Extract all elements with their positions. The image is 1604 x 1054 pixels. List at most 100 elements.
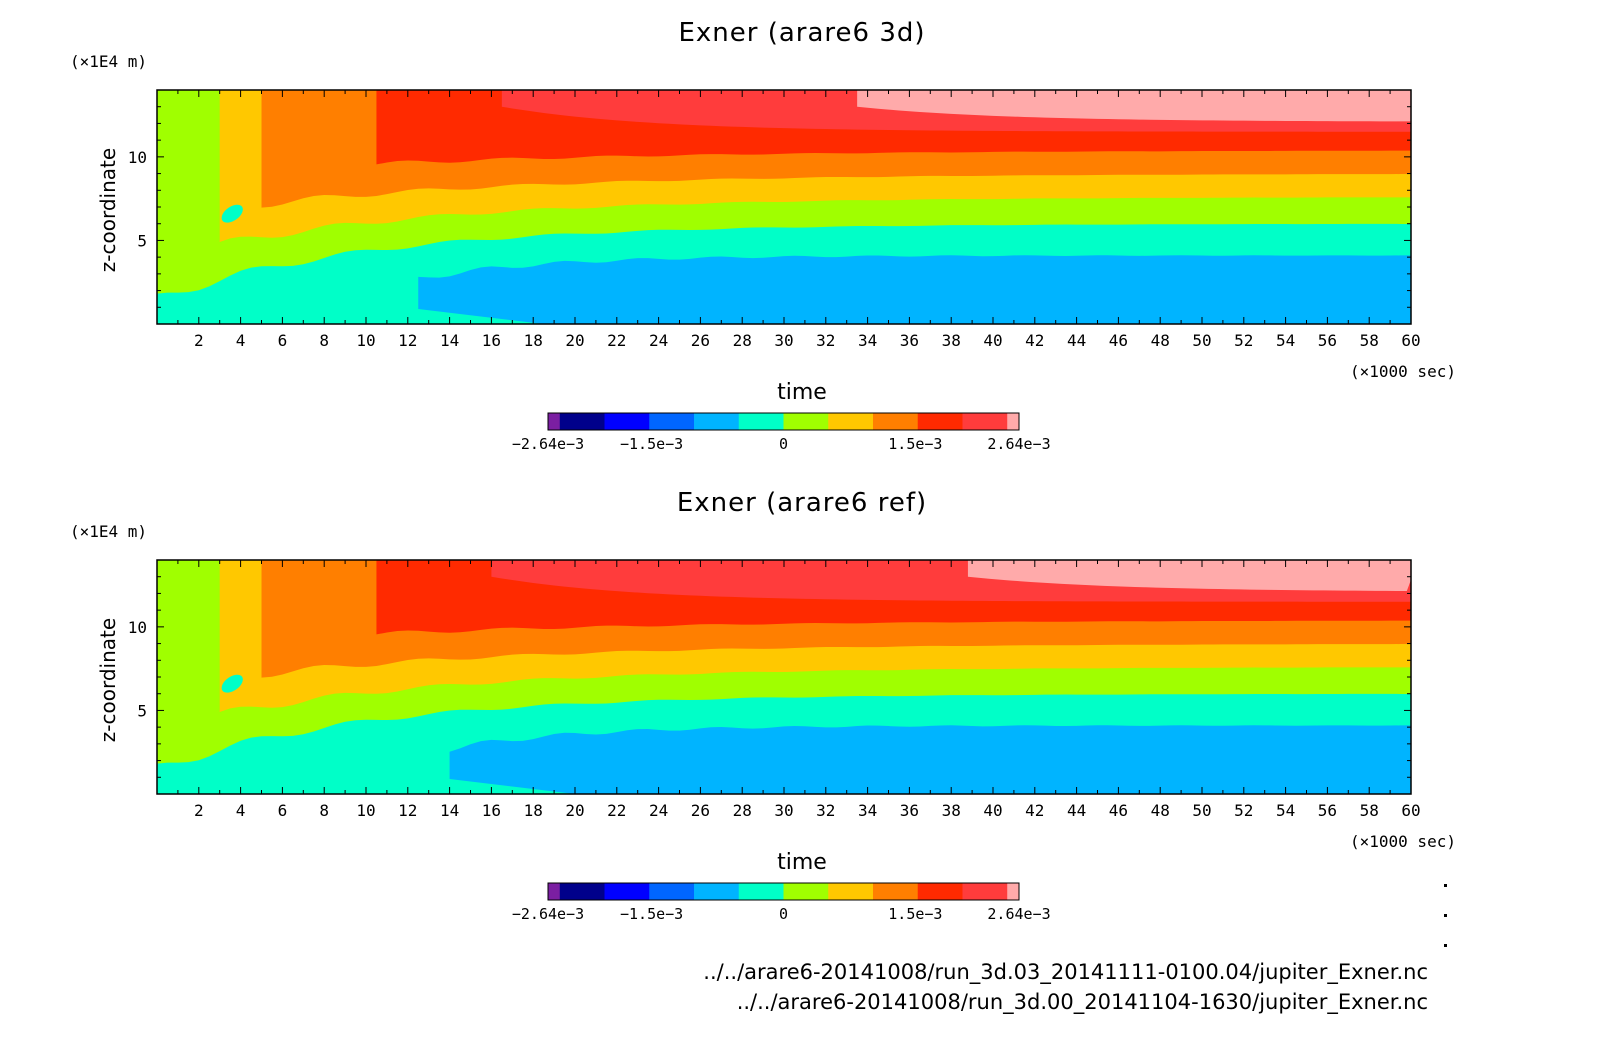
x-tick-label: 14	[440, 331, 459, 350]
x-tick-label: 50	[1192, 331, 1211, 350]
source-file-line-2: ../../arare6-20141008/run_3d.00_20141104…	[736, 990, 1428, 1014]
colorbar-frame	[547, 882, 1020, 901]
chart-title: Exner (arare6 3d)	[678, 18, 926, 48]
colorbar-segment	[604, 883, 650, 900]
y-axis-label: z-coordinate	[96, 147, 120, 273]
x-tick-label: 40	[983, 801, 1002, 820]
contour-band	[449, 725, 1411, 794]
colorbar-segment	[1007, 883, 1020, 900]
x-tick-label: 56	[1318, 331, 1337, 350]
x-tick-label: 28	[733, 331, 752, 350]
colorbar-segment	[694, 413, 740, 430]
colorbar-label: 1.5e−3	[888, 905, 942, 923]
marker-dot	[1444, 884, 1447, 887]
colorbar-segment	[783, 883, 829, 900]
x-tick-label: 8	[319, 801, 329, 820]
source-file-line-1: ../../arare6-20141008/run_3d.03_20141111…	[703, 960, 1428, 984]
x-tick-label: 60	[1401, 801, 1420, 820]
colorbar-segment	[559, 413, 606, 430]
x-tick-label: 50	[1192, 801, 1211, 820]
chart-panel-ref: 2 4 6 8 10 12 14 16 18 20 22 24 26 28 30 32 34 36 38 40 42 44…	[0, 470, 1604, 950]
x-axis-label: time	[777, 380, 827, 405]
contour-band	[857, 90, 1411, 122]
x-tick-label: 16	[482, 801, 501, 820]
x-tick-label: 32	[816, 331, 835, 350]
x-tick-label: 36	[900, 331, 919, 350]
colorbar-label: 0	[779, 435, 788, 453]
chart-title: Exner (arare6 ref)	[676, 488, 928, 518]
x-tick-label: 44	[1067, 801, 1086, 820]
colorbar-segment	[828, 413, 874, 430]
x-tick-label: 14	[440, 801, 459, 820]
x-tick-label: 52	[1234, 801, 1253, 820]
x-tick-label: 30	[774, 331, 793, 350]
colorbar-segment	[872, 413, 919, 430]
x-tick-label: 16	[482, 331, 501, 350]
colorbar-segment	[738, 883, 784, 900]
colorbar-segment	[962, 883, 1008, 900]
x-tick-label: 4	[236, 801, 246, 820]
x-tick-label: 56	[1318, 801, 1337, 820]
x-tick-label: 2	[194, 331, 204, 350]
x-tick-label: 26	[691, 331, 710, 350]
chart-svg-ref: 2 4 6 8 10 12 14 16 18 20 22 24 26 28 30 32 34 36 38 40 42 44…	[128, 559, 1421, 923]
colorbar-segment	[828, 883, 874, 900]
x-tick-label: 38	[942, 801, 961, 820]
colorbar-label: 1.5e−3	[888, 435, 942, 453]
x-tick-label: 42	[1025, 331, 1044, 350]
colorbar-segment	[604, 413, 650, 430]
x-tick-label: 12	[398, 801, 417, 820]
x-tick-label: 46	[1109, 331, 1128, 350]
contour-band	[221, 674, 243, 693]
colorbar-segment	[917, 883, 963, 900]
x-tick-label: 58	[1360, 331, 1379, 350]
colorbar-segment	[738, 413, 784, 430]
x-tick-label: 40	[983, 331, 1002, 350]
contour-field	[157, 560, 1411, 794]
y-tick-label: 5	[137, 701, 147, 720]
x-tick-label: 54	[1276, 331, 1295, 350]
marker-dot	[1444, 914, 1447, 917]
x-tick-label: 12	[398, 331, 417, 350]
x-tick-label: 20	[565, 331, 584, 350]
x-tick-label: 10	[356, 801, 375, 820]
x-tick-label: 6	[278, 801, 288, 820]
colorbar-segment	[872, 883, 919, 900]
contour-band	[418, 255, 1411, 324]
colorbar-segment	[649, 413, 695, 430]
chart-panel-3d: 2 4 6 8 10 12 14 16 18 20 22 24 26 28 30 32 34 36 38 40 42 44…	[0, 0, 1604, 480]
contour-band	[221, 204, 243, 223]
colorbar-label: −2.64e−3	[512, 435, 584, 453]
x-tick-label: 22	[607, 331, 626, 350]
x-tick-label: 52	[1234, 331, 1253, 350]
chart-svg-3d: 2 4 6 8 10 12 14 16 18 20 22 24 26 28 30 32 34 36 38 40 42 44…	[128, 89, 1421, 453]
contour-band	[967, 560, 1411, 592]
marker-dot	[1444, 944, 1447, 947]
x-unit-label: (×1000 sec)	[1350, 362, 1456, 381]
x-tick-label: 22	[607, 801, 626, 820]
y-tick-label: 10	[128, 618, 147, 637]
x-tick-label: 18	[524, 331, 543, 350]
x-axis-label: time	[777, 850, 827, 875]
x-tick-label: 24	[649, 801, 668, 820]
x-tick-label: 46	[1109, 801, 1128, 820]
colorbar-segment	[694, 883, 740, 900]
contour-field	[157, 90, 1411, 324]
x-tick-label: 2	[194, 801, 204, 820]
x-tick-label: 28	[733, 801, 752, 820]
colorbar-label: −1.5e−3	[620, 905, 683, 923]
colorbar-label: 0	[779, 905, 788, 923]
colorbar-segment	[917, 413, 963, 430]
x-tick-label: 24	[649, 331, 668, 350]
x-tick-label: 60	[1401, 331, 1420, 350]
y-unit-label: (×1E4 m)	[70, 52, 148, 71]
x-tick-label: 26	[691, 801, 710, 820]
colorbar-segment	[1007, 413, 1020, 430]
x-tick-label: 6	[278, 331, 288, 350]
x-unit-label: (×1000 sec)	[1350, 832, 1456, 851]
x-tick-label: 18	[524, 801, 543, 820]
x-tick-label: 44	[1067, 331, 1086, 350]
colorbar-segment	[548, 413, 561, 430]
x-tick-label: 4	[236, 331, 246, 350]
x-tick-label: 48	[1151, 801, 1170, 820]
